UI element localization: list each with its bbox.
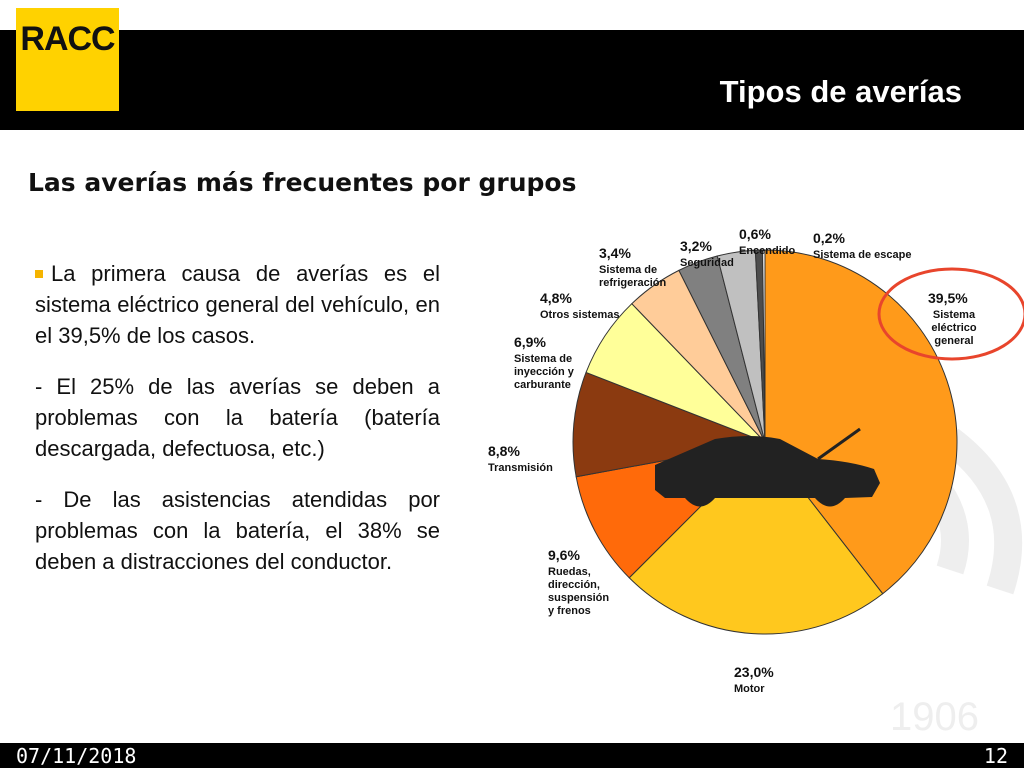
slice-pct-label-2: 9,6% bbox=[548, 547, 580, 563]
slice-pct-label-4: 6,9% bbox=[514, 334, 546, 350]
logo-text: RACC bbox=[20, 20, 115, 58]
slice-pct-label-3: 8,8% bbox=[488, 443, 520, 459]
bullet-icon bbox=[35, 269, 43, 278]
slice-pct-label-1: 23,0% bbox=[734, 664, 774, 680]
page-title: Tipos de averías bbox=[719, 74, 962, 109]
slice-name-label-4: Sistema de bbox=[514, 353, 572, 365]
slice-name-label-5: Otros sistemas bbox=[540, 309, 619, 321]
slice-pct-label-9: 0,2% bbox=[813, 230, 845, 246]
page-number: 12 bbox=[983, 744, 1008, 768]
header-bar bbox=[0, 30, 1024, 130]
slice-name-label-2: y frenos bbox=[548, 605, 591, 617]
slice-name-label-0: eléctrico bbox=[931, 322, 977, 334]
slice-name-label-6: Sistema de bbox=[599, 264, 657, 276]
slice-name-label-9: Sistema de escape bbox=[813, 249, 911, 261]
slice-pct-label-5: 4,8% bbox=[540, 290, 572, 306]
footer-date: 07/11/2018 bbox=[16, 744, 137, 768]
section-subtitle: Las averías más frecuentes por grupos bbox=[28, 168, 577, 197]
slice-name-label-3: Transmisión bbox=[488, 462, 553, 474]
slice-pct-label-6: 3,4% bbox=[599, 245, 631, 261]
pie-slice-9 bbox=[762, 249, 766, 443]
slice-name-label-0: general bbox=[934, 335, 973, 347]
slice-name-label-0: Sistema bbox=[933, 309, 976, 321]
racc-logo: RACC bbox=[16, 8, 119, 111]
watermark-year: 1906 bbox=[890, 695, 979, 739]
car-silhouette-icon bbox=[655, 427, 880, 507]
slice-name-label-2: suspensión bbox=[548, 592, 609, 604]
paragraph-1-text: La primera causa de averías es el sistem… bbox=[35, 261, 440, 348]
slice-name-label-2: Ruedas, bbox=[548, 566, 591, 578]
footer-bar bbox=[0, 743, 1024, 768]
slice-name-label-4: inyección y bbox=[514, 366, 575, 378]
pie-slice-1 bbox=[628, 441, 884, 635]
slice-pct-label-0: 39,5% bbox=[928, 290, 968, 306]
slice-name-label-8: Encendido bbox=[739, 245, 796, 257]
highlight-circle bbox=[877, 267, 1024, 361]
slice-name-label-6: refrigeración bbox=[599, 277, 667, 289]
pie-slice-0 bbox=[764, 249, 958, 595]
slice-name-label-2: dirección, bbox=[548, 579, 600, 591]
paragraph-3: - De las asistencias atendidas por probl… bbox=[35, 487, 440, 574]
slice-name-label-7: Seguridad bbox=[680, 257, 734, 269]
slice-pct-label-8: 0,6% bbox=[739, 226, 771, 242]
slice-pct-label-7: 3,2% bbox=[680, 238, 712, 254]
slice-name-label-1: Motor bbox=[734, 683, 765, 695]
slice-name-label-4: carburante bbox=[514, 379, 571, 391]
paragraph-1: La primera causa de averías es el sistem… bbox=[35, 258, 440, 351]
body-text: La primera causa de averías es el sistem… bbox=[35, 258, 440, 597]
paragraph-2: - El 25% de las averías se deben a probl… bbox=[35, 374, 440, 461]
